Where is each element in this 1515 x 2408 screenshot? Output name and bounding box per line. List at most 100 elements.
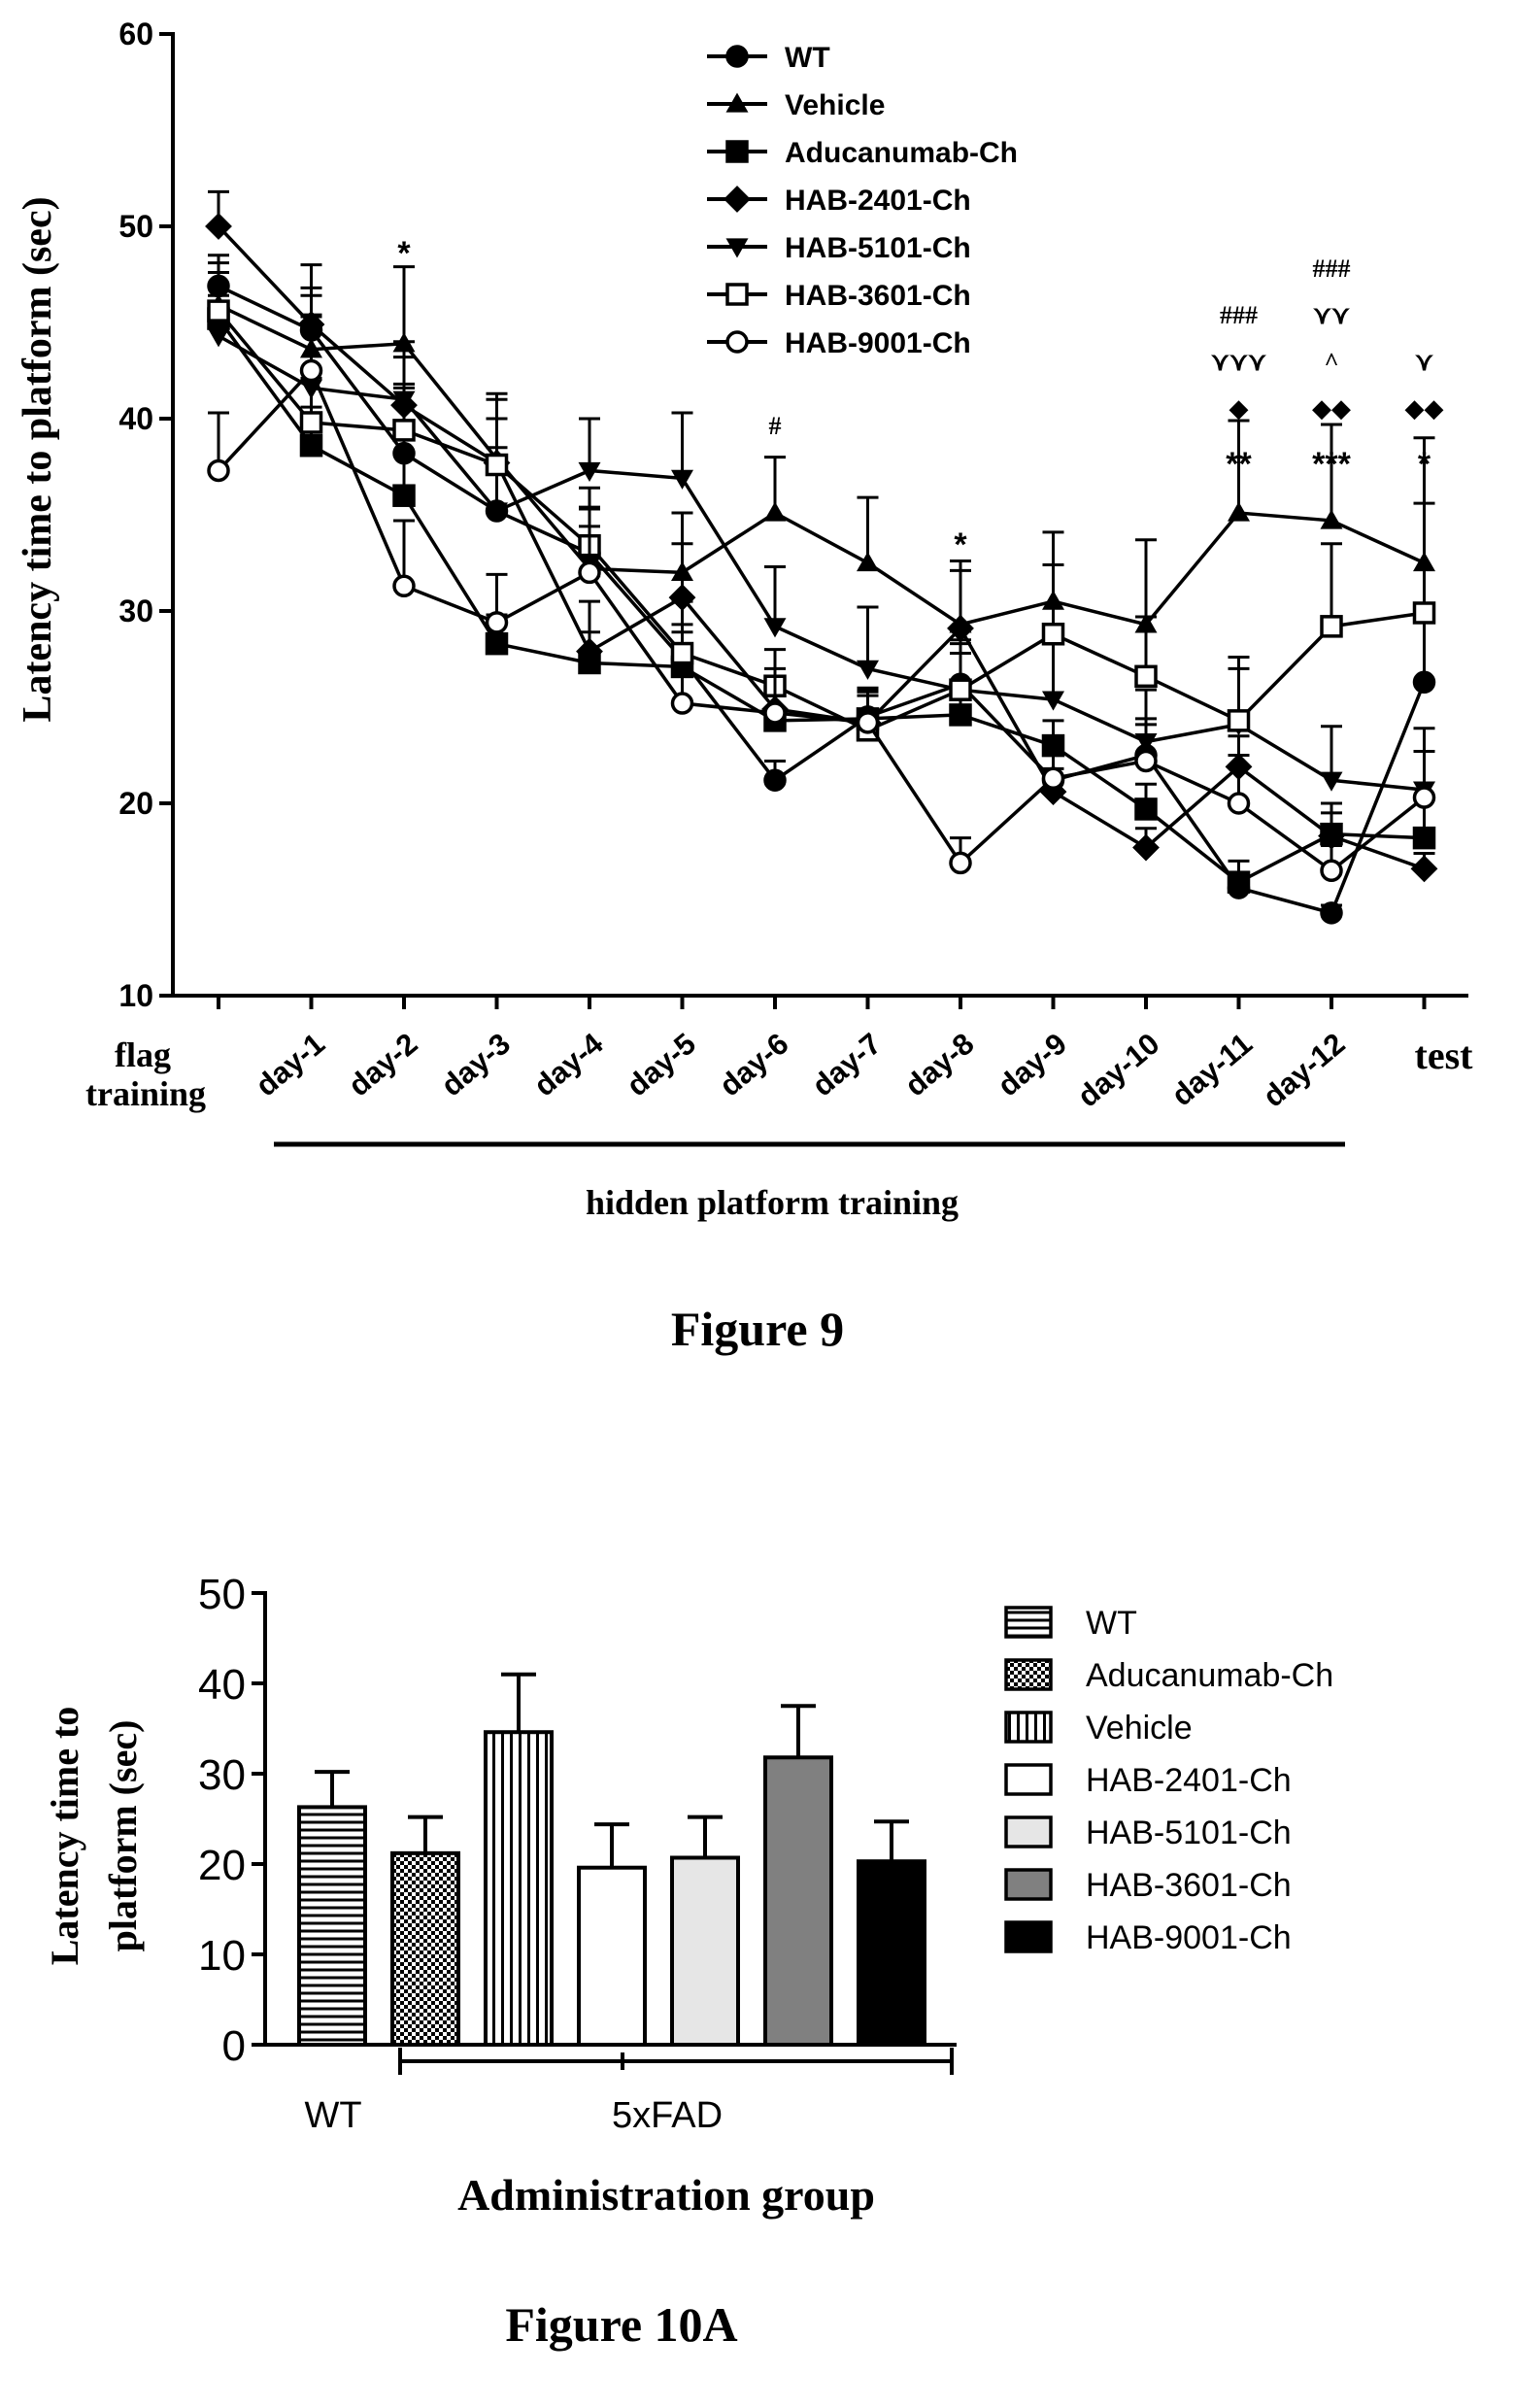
figure-10a-x-axis-label: Administration group (457, 2170, 875, 2220)
legend-marker (724, 186, 751, 213)
figure-10a-bars (297, 1672, 926, 2048)
data-point-hab-3601-ch (670, 641, 694, 665)
legend-swatch (1004, 1606, 1053, 1639)
data-point-aducanumab-ch (1134, 797, 1158, 821)
data-point-hab-3601-ch (949, 678, 972, 701)
series-line-hab-5101-ch (218, 334, 1425, 792)
data-point-hab-3601-ch (485, 453, 509, 477)
y-tick-label: 20 (198, 1842, 246, 1889)
data-point-vehicle (857, 552, 879, 572)
wt-group-label: WT (304, 2095, 361, 2136)
data-point-hab-3601-ch (299, 411, 323, 434)
legend-swatch (1004, 1658, 1053, 1691)
x-tick-label: day-12 (1257, 1027, 1352, 1114)
data-point-hab-3601-ch (1227, 709, 1251, 732)
legend-swatch (1004, 1815, 1053, 1848)
data-point-vehicle (763, 501, 787, 522)
significance-mark: ◆◆ (1405, 394, 1444, 423)
legend-label: HAB-5101-Ch (1086, 1814, 1292, 1851)
legend-item-vehicle: Vehicle (1004, 1710, 1193, 1747)
legend-label: HAB-9001-Ch (1086, 1919, 1292, 1956)
legend-marker (725, 283, 749, 306)
data-point-hab-3601-ch (392, 419, 416, 442)
x-tick-label-part: flag (115, 1035, 171, 1074)
significance-mark: ◆ (1229, 394, 1249, 423)
bar-rect (763, 1755, 833, 2047)
legend-item-hab-5101-ch: HAB-5101-Ch (707, 232, 971, 264)
data-point-hab-5101-ch (763, 618, 787, 638)
legend-label: HAB-2401-Ch (785, 185, 971, 217)
x-tick-label: day-1 (249, 1027, 331, 1103)
data-point-vehicle (1320, 509, 1343, 529)
significance-mark: ◆◆ (1312, 394, 1351, 423)
legend-item-hab-2401-ch: HAB-2401-Ch (1004, 1762, 1292, 1799)
bar-hab-3601-ch (763, 1704, 833, 2047)
series-line-wt (218, 284, 1427, 915)
data-point-aducanumab-ch (1412, 826, 1436, 850)
bar-hab-9001-ch (857, 1819, 926, 2047)
data-point-hab-9001-ch (207, 458, 230, 483)
data-point-hab-9001-ch (949, 851, 972, 875)
data-point-wt (763, 768, 787, 792)
legend-marker (725, 238, 749, 258)
x-tick-label: day-3 (434, 1027, 517, 1103)
legend-label: Aducanumab-Ch (785, 137, 1018, 169)
legend-label: HAB-3601-Ch (785, 280, 971, 312)
data-point-hab-9001-ch (856, 711, 880, 734)
y-tick-label: 10 (118, 978, 153, 1013)
figure-9-series-group (205, 189, 1438, 925)
x-tick-label-part: training (85, 1074, 206, 1113)
legend-item-hab-3601-ch: HAB-3601-Ch (1004, 1867, 1292, 1904)
data-point-hab-5101-ch (857, 660, 879, 680)
data-point-hab-2401-ch (205, 213, 232, 240)
data-point-hab-2401-ch (1410, 855, 1438, 883)
bar-rect (390, 1850, 460, 2047)
figure-10a-y-axis-label-line1: Latency time to (43, 1707, 86, 1966)
legend-label: WT (785, 42, 830, 74)
significance-mark: * (954, 526, 967, 563)
data-point-hab-5101-ch (207, 327, 230, 348)
x-tick-label: day-2 (342, 1027, 424, 1103)
data-point-hab-9001-ch (1412, 786, 1436, 809)
legend-label: HAB-5101-Ch (785, 232, 971, 264)
legend-swatch (1004, 1763, 1053, 1796)
data-point-hab-3601-ch (1134, 664, 1158, 689)
data-point-hab-5101-ch (486, 502, 508, 523)
y-tick-label: 20 (118, 786, 153, 821)
data-point-hab-5101-ch (578, 461, 601, 482)
legend-marker (725, 140, 749, 163)
significance-mark: ### (1313, 254, 1351, 283)
y-tick-label: 30 (198, 1751, 246, 1799)
legend-item-hab-2401-ch: HAB-2401-Ch (707, 185, 971, 217)
data-point-hab-9001-ch (763, 701, 787, 725)
data-point-hab-9001-ch (1227, 792, 1251, 815)
bar-rect (577, 1865, 647, 2047)
bar-wt (297, 1770, 367, 2048)
significance-mark: ^ (1324, 348, 1338, 376)
y-tick-label: 40 (198, 1661, 246, 1709)
data-point-aducanumab-ch (392, 484, 416, 507)
figure-9-caption: Figure 9 (671, 1302, 844, 1356)
legend-swatch (1004, 1711, 1053, 1744)
y-tick-label: 50 (198, 1571, 246, 1618)
data-point-hab-3601-ch (1412, 601, 1436, 625)
x-tick-label: day-10 (1071, 1027, 1166, 1114)
legend-marker (725, 92, 749, 113)
x-tick-label: day-5 (620, 1027, 702, 1103)
data-point-hab-5101-ch (1320, 771, 1343, 792)
series-line-hab-2401-ch (217, 224, 1426, 870)
data-point-hab-5101-ch (1042, 691, 1064, 711)
legend-item-hab-3601-ch: HAB-3601-Ch (707, 280, 971, 312)
y-tick-label: 10 (198, 1932, 246, 1980)
legend-item-hab-5101-ch: HAB-5101-Ch (1004, 1814, 1292, 1851)
legend-marker (725, 45, 749, 68)
bar-hab-5101-ch (670, 1814, 740, 2047)
bar-rect (857, 1859, 926, 2047)
5xfad-group-label: 5xFAD (612, 2095, 723, 2136)
significance-mark: ⋎⋎⋎ (1210, 348, 1267, 376)
legend-label: HAB-2401-Ch (1086, 1762, 1292, 1799)
significance-mark: ⋎ (1414, 348, 1434, 376)
